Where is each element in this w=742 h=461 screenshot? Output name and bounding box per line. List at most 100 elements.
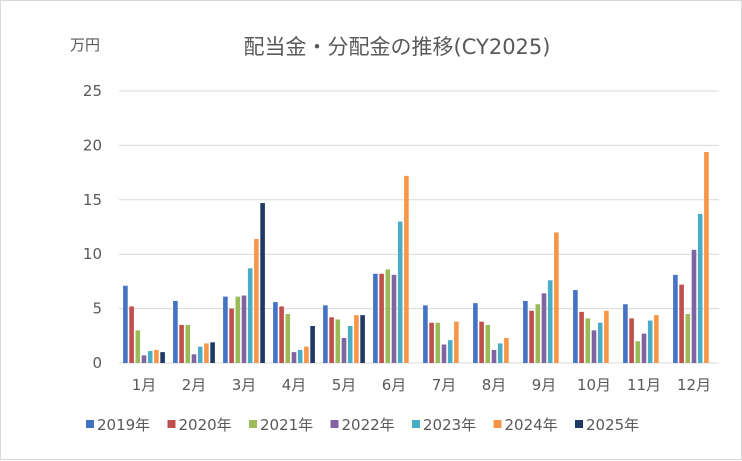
legend-label: 2025年: [586, 416, 639, 434]
legend-label: 2020年: [179, 416, 232, 434]
bar-2021年-3月: [235, 296, 241, 363]
bars: [123, 151, 709, 363]
bar-2021年-9月: [535, 304, 541, 363]
bar-2025年-2月: [210, 342, 215, 363]
bar-2019年-8月: [473, 303, 478, 363]
x-tick-label: 3月: [232, 376, 257, 394]
legend-label: 2024年: [505, 416, 558, 434]
bar-2020年-11月: [629, 318, 634, 363]
bar-2022年-8月: [491, 349, 497, 363]
bar-2023年-1月: [147, 351, 153, 363]
legend-swatch: [330, 420, 339, 428]
bar-2022年-10月: [591, 330, 597, 363]
bar-2023年-8月: [497, 343, 503, 363]
bar-2023年-11月: [647, 320, 653, 363]
bar-2022年-6月: [391, 274, 397, 363]
bar-2024年-12月: [704, 151, 709, 363]
bar-2024年-7月: [454, 321, 459, 363]
legend-label: 2021年: [260, 416, 313, 434]
bar-2022年-1月: [141, 355, 147, 363]
bar-2021年-6月: [385, 269, 391, 363]
bar-2023年-3月: [247, 268, 253, 363]
legend-label: 2019年: [97, 416, 150, 434]
bar-2022年-5月: [341, 337, 347, 363]
bar-2020年-7月: [429, 322, 434, 363]
x-axis-ticks: 1月 2月 3月 4月 5月 6月 7月 8月 9月 10月 11月 12月: [132, 376, 711, 394]
legend-swatch: [575, 420, 583, 428]
x-tick-label: 9月: [532, 376, 557, 394]
legend-label: 2022年: [342, 416, 395, 434]
bar-2019年-4月: [273, 302, 278, 363]
bar-2021年-11月: [635, 341, 641, 363]
bar-2021年-4月: [285, 314, 291, 363]
bar-2020年-1月: [129, 306, 134, 363]
bar-2023年-12月: [697, 213, 703, 363]
chart-title: 配当金・分配金の推移(CY2025): [244, 35, 551, 59]
bar-2019年-3月: [223, 296, 228, 363]
bar-2024年-11月: [654, 315, 659, 363]
y-tick-label: 15: [83, 191, 102, 209]
unit-label: 万円: [70, 36, 100, 54]
bar-2019年-12月: [673, 274, 678, 363]
x-tick-label: 10月: [577, 376, 611, 394]
bar-2021年-10月: [585, 318, 591, 363]
x-tick-label: 5月: [332, 376, 357, 394]
x-tick-label: 8月: [482, 376, 507, 394]
x-tick-label: 7月: [432, 376, 457, 394]
bar-2021年-1月: [135, 330, 141, 363]
legend-label: 2023年: [423, 416, 476, 434]
bar-2022年-4月: [291, 352, 297, 363]
legend-swatch: [167, 420, 176, 428]
legend-swatch: [412, 420, 420, 428]
y-tick-label: 25: [83, 82, 102, 100]
bar-2020年-2月: [179, 324, 184, 363]
bar-2022年-2月: [191, 354, 197, 363]
bar-2021年-8月: [485, 324, 491, 363]
bar-2022年-11月: [641, 333, 647, 363]
x-tick-label: 4月: [282, 376, 307, 394]
y-tick-label: 0: [92, 354, 102, 372]
gridlines: [119, 90, 719, 364]
bar-2022年-12月: [691, 249, 697, 363]
bar-2020年-3月: [229, 308, 234, 363]
bar-2025年-5月: [360, 315, 365, 363]
y-tick-label: 20: [83, 136, 102, 154]
legend-swatch: [493, 420, 502, 428]
bar-2022年-3月: [241, 295, 247, 363]
bar-2021年-2月: [185, 324, 191, 363]
bar-2023年-10月: [597, 322, 603, 363]
y-tick-label: 5: [92, 300, 102, 318]
bar-2020年-12月: [679, 284, 684, 363]
bar-2025年-1月: [160, 352, 165, 363]
bar-2022年-9月: [541, 293, 547, 363]
bar-2024年-1月: [154, 349, 159, 363]
bar-2024年-5月: [354, 315, 359, 363]
legend-swatch: [249, 420, 257, 428]
bar-2019年-2月: [173, 300, 178, 363]
bar-2023年-9月: [547, 280, 553, 363]
legend-swatch: [86, 420, 94, 428]
bar-2020年-9月: [529, 310, 534, 363]
bar-2019年-1月: [123, 285, 128, 363]
bar-2021年-7月: [435, 322, 441, 363]
bar-2022年-7月: [441, 344, 447, 363]
bar-2023年-6月: [397, 221, 403, 363]
bar-2019年-9月: [523, 300, 528, 363]
x-tick-label: 1月: [132, 376, 157, 394]
x-tick-label: 11月: [627, 376, 661, 394]
bar-2020年-8月: [479, 321, 484, 363]
x-tick-label: 2月: [182, 376, 207, 394]
bar-2024年-6月: [404, 175, 409, 363]
bar-2020年-5月: [329, 317, 334, 363]
bar-2023年-5月: [347, 326, 353, 363]
bar-2020年-4月: [279, 306, 284, 363]
bar-2020年-6月: [379, 273, 384, 363]
bar-2024年-2月: [204, 343, 209, 363]
bar-2025年-3月: [260, 203, 265, 363]
bar-2024年-8月: [504, 337, 509, 363]
bar-2024年-9月: [554, 232, 559, 363]
bar-2019年-7月: [423, 305, 428, 363]
bar-2024年-3月: [254, 238, 259, 363]
